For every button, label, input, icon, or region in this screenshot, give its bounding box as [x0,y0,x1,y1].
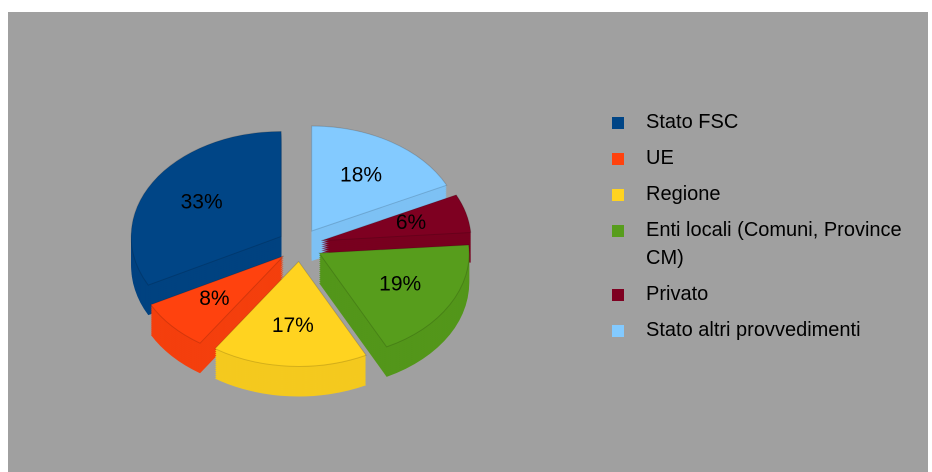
legend-swatch [612,225,624,237]
data-label: 19% [379,273,421,296]
legend-label: Privato [646,283,709,305]
legend-swatch [612,153,624,165]
legend-item: Stato altri provvedimenti [612,316,912,344]
legend-label: UE [646,147,674,169]
slice [318,244,470,377]
slice-top [130,130,282,286]
slice-top [321,194,472,242]
legend-item: Privato [612,280,912,308]
legend: Stato FSC UE Regione Enti locali (Comuni, P… [612,108,912,352]
legend-label: Stato altri provvedimenti [646,319,861,341]
data-label: 17% [272,314,314,337]
legend-swatch [612,189,624,201]
data-label: 18% [340,163,382,186]
legend-item: Stato FSC [612,108,912,136]
slice-top [149,255,284,344]
slice-top [318,244,470,348]
legend-item: UE [612,144,912,172]
legend-swatch [612,117,624,129]
slice [214,260,367,397]
legend-label: Stato FSC [646,111,739,133]
legend-swatch [612,325,624,337]
data-label: 33% [181,190,223,213]
legend-item: Enti locali (Comuni, Province CM) [612,216,912,272]
legend-label: Enti locali (Comuni, Province CM) [646,219,902,269]
legend-label: Regione [646,183,721,205]
slice [311,125,448,262]
slice [321,194,472,271]
legend-swatch [612,289,624,301]
data-label: 6% [396,211,426,234]
slice [149,255,284,374]
legend-item: Regione [612,180,912,208]
data-label: 8% [199,287,229,310]
slice-top [214,260,367,367]
slice-top [311,125,448,232]
